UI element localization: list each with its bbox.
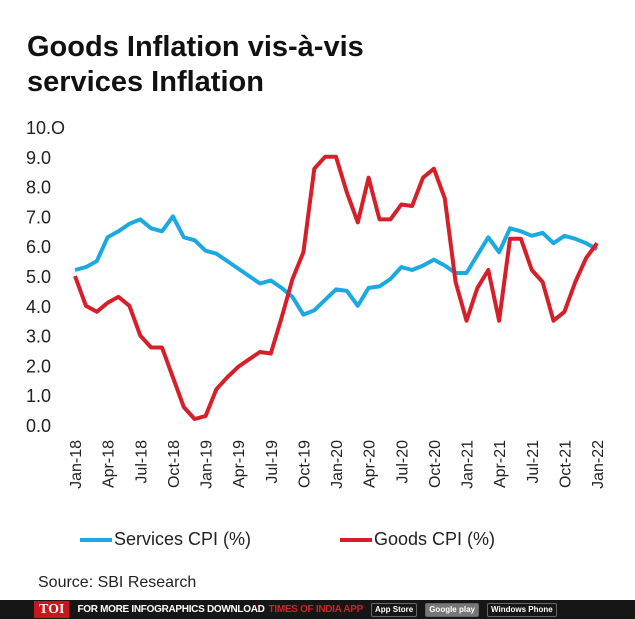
y-tick-label: 6.0	[26, 237, 51, 257]
source-note: Source: SBI Research	[38, 574, 197, 591]
x-tick-label: Jul-18	[133, 440, 150, 484]
x-tick-label: Jan-19	[199, 440, 216, 489]
x-tick-label: Jan-22	[590, 440, 607, 489]
x-tick-label: Oct-21	[557, 440, 574, 488]
y-tick-label: 1.0	[26, 386, 51, 406]
footer-app-name: TIMES OF INDIA APP	[268, 604, 364, 615]
x-tick-label: Jan-18	[68, 440, 85, 489]
y-tick-label: 10.O	[26, 118, 65, 138]
legend-item-services: Services CPI (%)	[80, 529, 251, 550]
line-chart: 0.0 1.0 2.0 3.0 4.0 5.0 6.0 7.0 8.0 9.0 10.O Jan-18…	[26, 118, 607, 489]
legend-label-goods: Goods CPI (%)	[374, 529, 496, 549]
y-tick-label: 7.0	[26, 207, 51, 227]
footer-banner[interactable]: TOI FOR MORE INFOGRAPHICS DOWNLOAD TIMES…	[0, 600, 635, 619]
y-tick-label: 3.0	[26, 327, 51, 347]
y-tick-label: 9.0	[26, 148, 51, 168]
x-tick-label: Oct-19	[296, 440, 313, 488]
y-tick-label: 2.0	[26, 356, 51, 376]
google-play-badge[interactable]: Google play	[425, 602, 479, 617]
footer-text: FOR MORE INFOGRAPHICS DOWNLOAD	[77, 604, 265, 615]
x-tick-label: Apr-19	[231, 440, 248, 488]
x-tick-label: Jul-21	[525, 440, 542, 484]
legend-swatch-services	[80, 537, 112, 542]
y-tick-label: 8.0	[26, 178, 51, 198]
x-tick-label: Jul-19	[264, 440, 281, 484]
x-tick-label: Oct-20	[427, 440, 444, 488]
legend-swatch-goods	[340, 537, 372, 542]
x-tick-label: Jan-20	[329, 440, 346, 489]
y-tick-label: 0.0	[26, 416, 51, 436]
app-store-badge[interactable]: App Store	[370, 602, 418, 617]
y-tick-label: 5.0	[26, 267, 51, 287]
legend-item-goods: Goods CPI (%)	[340, 529, 495, 550]
chart-title-text: Goods Inflation vis-à-vis services Infla…	[27, 31, 364, 98]
y-tick-label: 4.0	[26, 297, 51, 317]
chart-title: Goods Inflation vis-à-vis services Infla…	[27, 30, 407, 100]
toi-logo: TOI	[34, 601, 70, 618]
x-tick-label: Jul-20	[394, 440, 411, 484]
x-tick-label: Jan-21	[460, 440, 477, 489]
windows-phone-badge[interactable]: Windows Phone	[487, 602, 557, 617]
x-tick-label: Apr-18	[101, 440, 118, 488]
series-line-services	[74, 214, 598, 317]
x-tick-label: Oct-18	[166, 440, 183, 488]
x-tick-label: Apr-21	[492, 440, 509, 488]
x-tick-label: Apr-20	[362, 440, 379, 488]
legend-label-services: Services CPI (%)	[114, 529, 252, 549]
